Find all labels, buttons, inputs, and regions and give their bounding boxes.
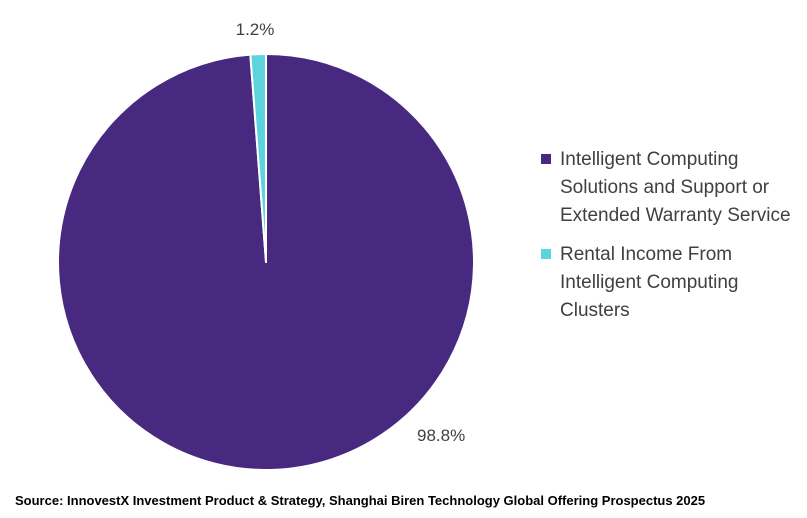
pie-slices	[57, 53, 475, 471]
legend-item-rental[interactable]: Rental Income From Intelligent Computing…	[540, 241, 802, 325]
data-label-solutions: 98.8%	[417, 426, 465, 445]
source-note: Source: InnovestX Investment Product & S…	[15, 493, 706, 508]
data-label-rental: 1.2%	[236, 20, 275, 39]
legend-swatch-rental	[541, 249, 551, 259]
legend-swatch-solutions	[541, 154, 551, 164]
pie-data-labels: 98.8% 1.2%	[236, 20, 466, 445]
legend: Intelligent Computing Solutions and Supp…	[540, 146, 802, 336]
legend-item-solutions[interactable]: Intelligent Computing Solutions and Supp…	[540, 146, 802, 230]
legend-label-solutions: Intelligent Computing Solutions and Supp…	[560, 149, 791, 226]
pie-slice-rental[interactable]	[249, 53, 267, 263]
legend-label-rental: Rental Income From Intelligent Computing…	[560, 244, 739, 321]
